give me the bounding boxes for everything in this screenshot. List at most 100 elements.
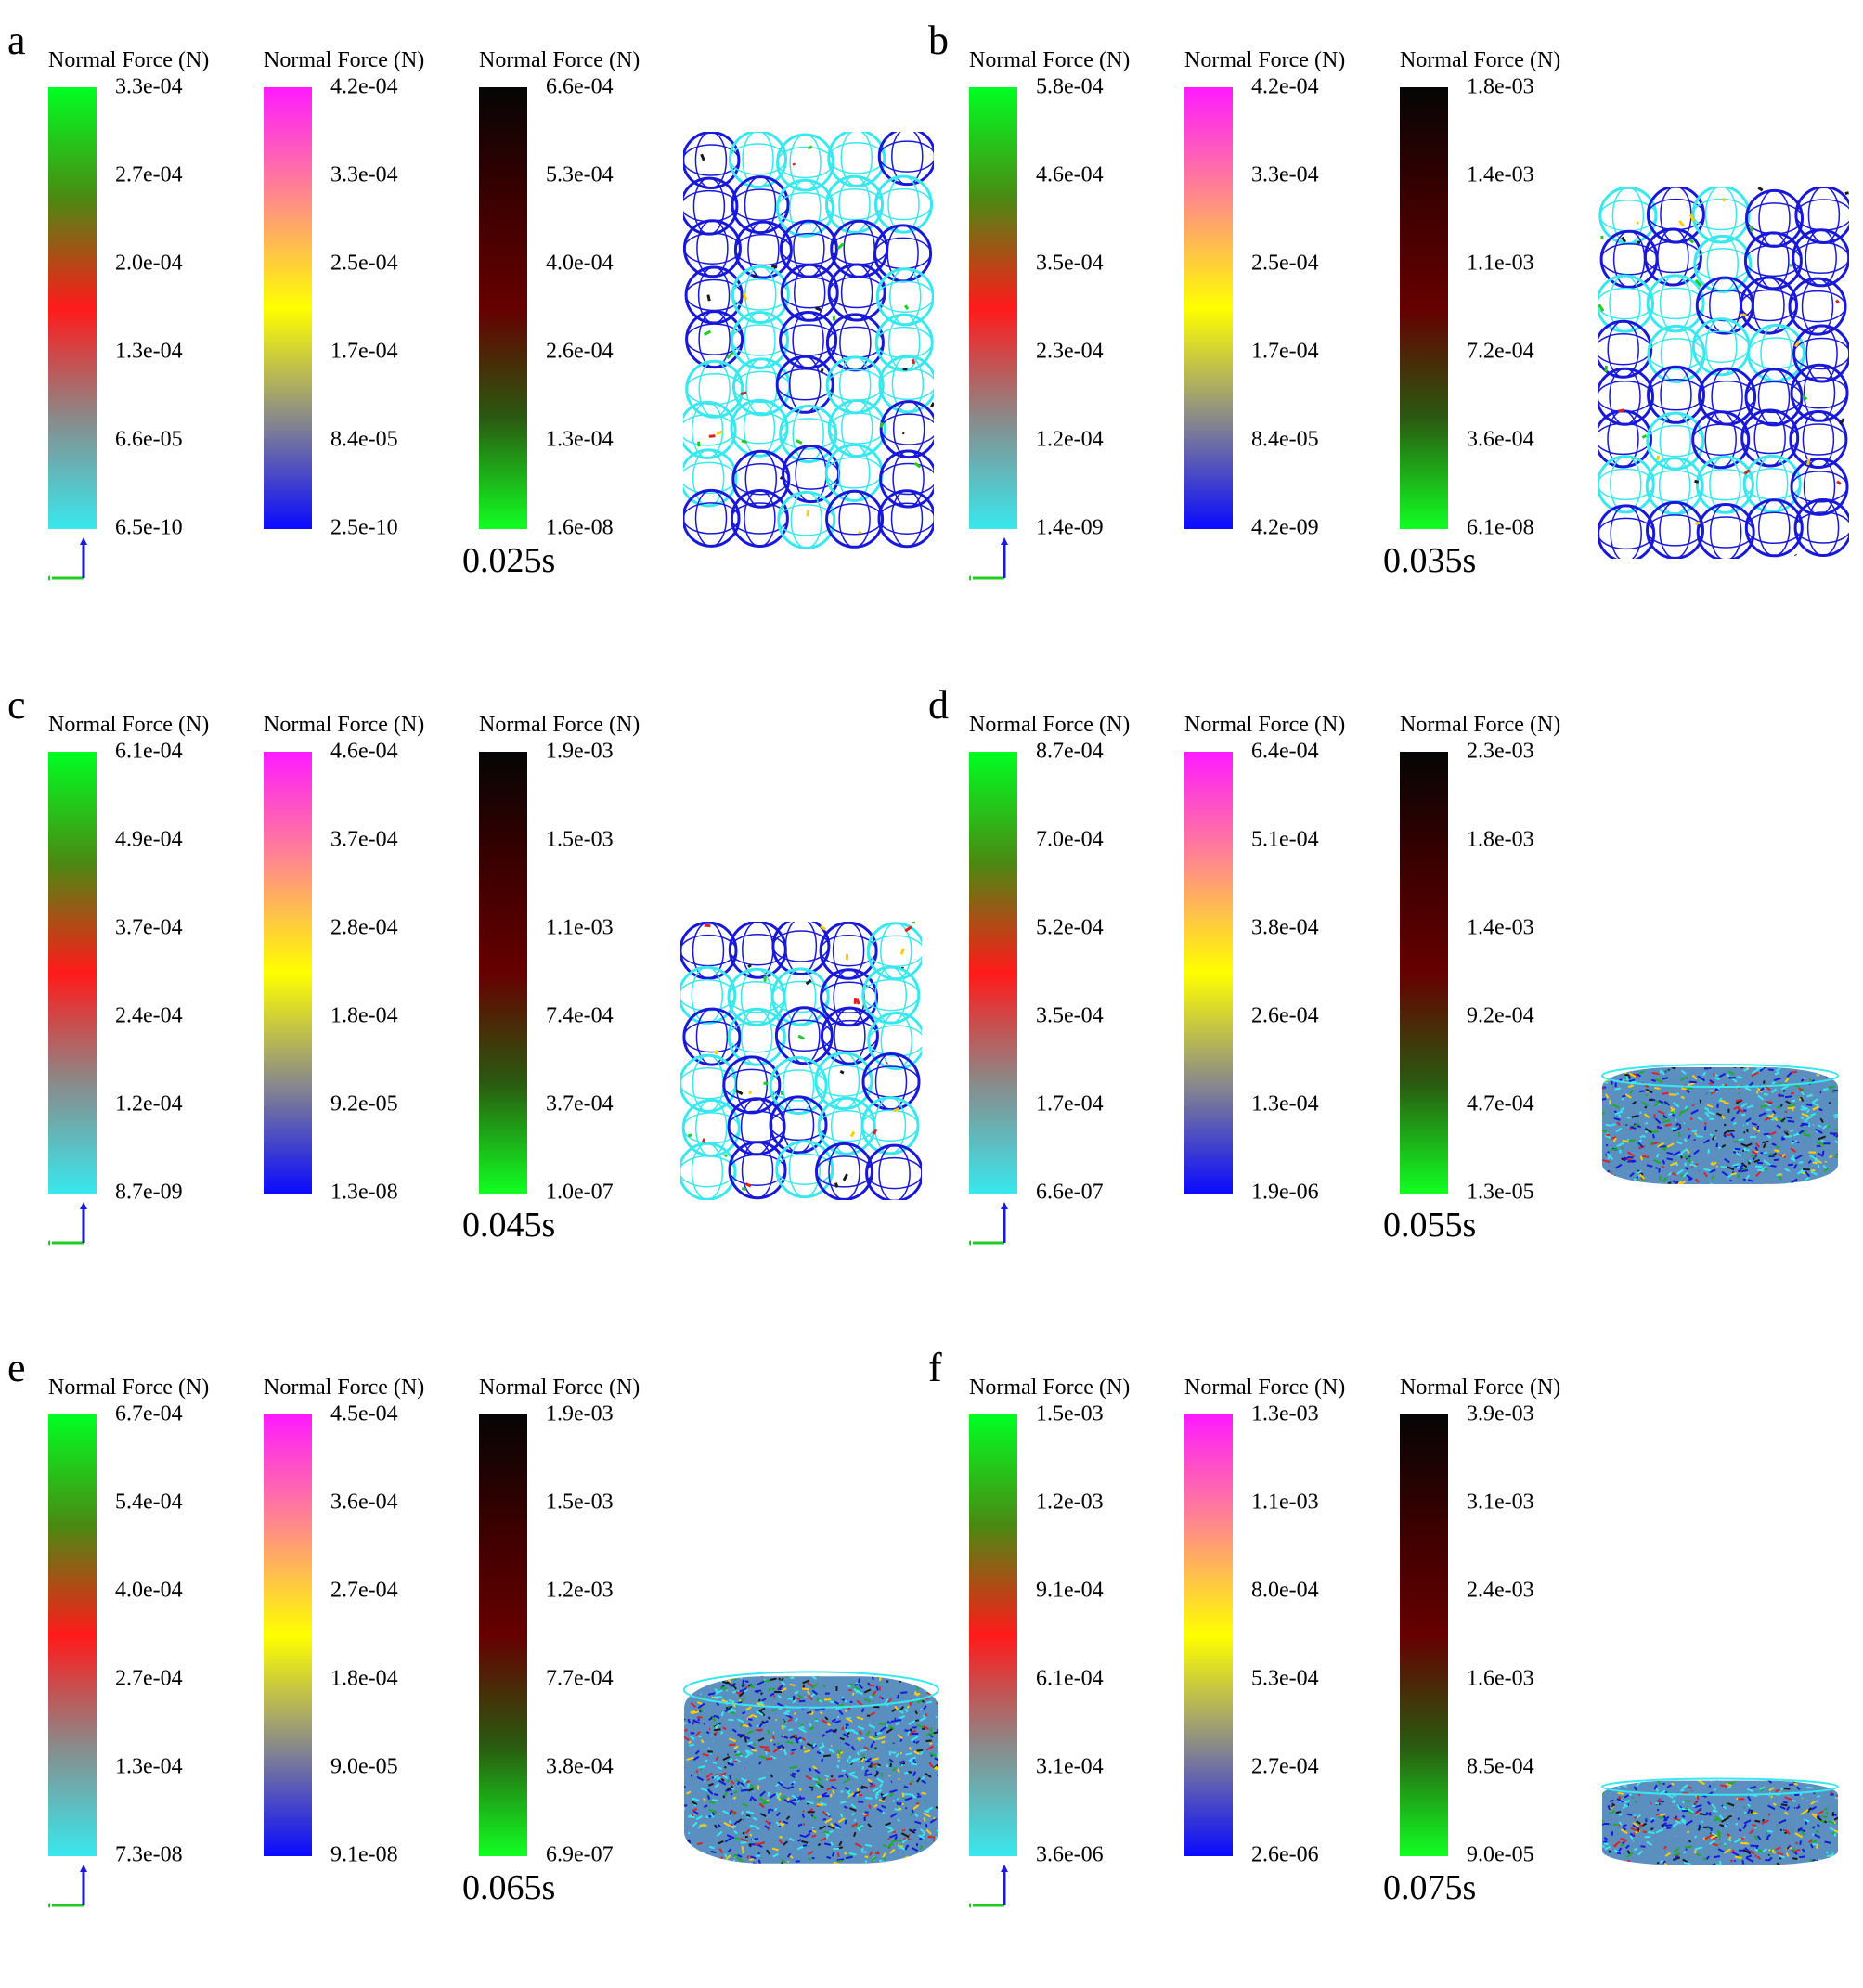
tick-label: 9.0e-05 xyxy=(1467,1843,1534,1868)
tick-label: 4.0e-04 xyxy=(546,252,614,277)
tick-label: 1.5e-03 xyxy=(546,828,614,853)
tick-label: 1.2e-03 xyxy=(1036,1491,1104,1516)
tick-label: 8.7e-09 xyxy=(115,1181,183,1206)
tick-label: 3.6e-04 xyxy=(330,1491,398,1516)
particle-sample xyxy=(680,1659,942,1881)
legend-title: Normal Force (N) xyxy=(1184,48,1345,73)
legend-title: Normal Force (N) xyxy=(479,48,640,73)
tick-label: 2.6e-04 xyxy=(546,340,614,365)
axis-triad-icon xyxy=(48,1863,95,1909)
tick-label: 3.3e-04 xyxy=(330,163,398,188)
tick-label: 1.9e-06 xyxy=(1251,1181,1319,1206)
color-scale-bar xyxy=(1400,87,1448,529)
tick-label: 1.8e-04 xyxy=(330,1667,398,1692)
tick-label: 7.2e-04 xyxy=(1467,340,1534,365)
time-label: 0.045s xyxy=(462,1205,555,1246)
tick-label: 1.3e-08 xyxy=(330,1181,398,1206)
panel-letter: b xyxy=(928,20,949,61)
tick-label: 3.1e-04 xyxy=(1036,1755,1104,1780)
legend-title: Normal Force (N) xyxy=(264,48,424,73)
color-scale-bar xyxy=(479,1414,527,1856)
time-label: 0.065s xyxy=(462,1867,555,1908)
color-scale-bar xyxy=(1184,87,1233,529)
tick-label: 6.1e-08 xyxy=(1467,516,1534,541)
tick-label: 4.2e-04 xyxy=(1251,75,1319,100)
legend-title: Normal Force (N) xyxy=(264,1375,424,1401)
time-label: 0.025s xyxy=(462,540,555,581)
color-scale-bar xyxy=(1400,1414,1448,1856)
tick-label: 7.4e-04 xyxy=(546,1004,614,1029)
axis-triad-icon xyxy=(48,1200,95,1246)
tick-label: 7.0e-04 xyxy=(1036,828,1104,853)
color-scale-bar xyxy=(479,752,527,1194)
tick-label: 9.1e-04 xyxy=(1036,1579,1104,1604)
panel-letter: c xyxy=(7,685,26,726)
axis-triad-icon xyxy=(969,1200,1016,1246)
tick-label: 2.3e-03 xyxy=(1467,740,1534,765)
legend-title: Normal Force (N) xyxy=(1184,1375,1345,1401)
tick-label: 6.9e-07 xyxy=(546,1843,614,1868)
legend-title: Normal Force (N) xyxy=(969,1375,1130,1401)
color-scale-bar xyxy=(264,752,312,1194)
tick-label: 4.5e-04 xyxy=(330,1402,398,1427)
tick-label: 1.3e-04 xyxy=(1251,1092,1319,1117)
panel-letter: a xyxy=(7,20,26,61)
tick-label: 1.5e-03 xyxy=(546,1491,614,1516)
tick-label: 2.7e-04 xyxy=(330,1579,398,1604)
tick-label: 3.8e-04 xyxy=(546,1755,614,1780)
tick-label: 9.2e-04 xyxy=(1467,1004,1534,1029)
legend-title: Normal Force (N) xyxy=(969,48,1130,73)
tick-label: 2.8e-04 xyxy=(330,916,398,941)
tick-label: 3.6e-04 xyxy=(1467,428,1534,453)
tick-label: 6.6e-07 xyxy=(1036,1181,1104,1206)
tick-label: 2.7e-04 xyxy=(115,163,183,188)
tick-label: 2.6e-04 xyxy=(1251,1004,1319,1029)
tick-label: 4.9e-04 xyxy=(115,828,183,853)
tick-label: 1.7e-04 xyxy=(1251,340,1319,365)
tick-label: 5.8e-04 xyxy=(1036,75,1104,100)
tick-label: 3.3e-04 xyxy=(115,75,183,100)
tick-label: 8.7e-04 xyxy=(1036,740,1104,765)
tick-label: 1.8e-04 xyxy=(330,1004,398,1029)
tick-label: 1.8e-03 xyxy=(1467,75,1534,100)
color-scale-bar xyxy=(969,87,1017,529)
time-label: 0.075s xyxy=(1383,1867,1476,1908)
tick-label: 3.7e-04 xyxy=(546,1092,614,1117)
tick-label: 2.5e-04 xyxy=(330,252,398,277)
color-scale-bar xyxy=(969,1414,1017,1856)
time-label: 0.035s xyxy=(1383,540,1476,581)
particle-sample xyxy=(1598,187,1849,559)
tick-label: 4.7e-04 xyxy=(1467,1092,1534,1117)
tick-label: 1.3e-03 xyxy=(1251,1402,1319,1427)
color-scale-bar xyxy=(969,752,1017,1194)
tick-label: 2.4e-03 xyxy=(1467,1579,1534,1604)
color-scale-bar xyxy=(1184,752,1233,1194)
tick-label: 3.5e-04 xyxy=(1036,252,1104,277)
tick-label: 3.1e-03 xyxy=(1467,1491,1534,1516)
tick-label: 1.2e-04 xyxy=(1036,428,1104,453)
tick-label: 4.0e-04 xyxy=(115,1579,183,1604)
particle-sample xyxy=(683,132,934,549)
particle-sample xyxy=(680,922,922,1200)
tick-label: 1.4e-09 xyxy=(1036,516,1104,541)
tick-label: 4.6e-04 xyxy=(330,740,398,765)
tick-label: 1.9e-03 xyxy=(546,740,614,765)
tick-label: 1.3e-05 xyxy=(1467,1181,1534,1206)
tick-label: 1.7e-04 xyxy=(1036,1092,1104,1117)
tick-label: 1.6e-08 xyxy=(546,516,614,541)
legend-title: Normal Force (N) xyxy=(48,48,209,73)
tick-label: 6.5e-10 xyxy=(115,516,183,541)
tick-label: 1.3e-04 xyxy=(115,1755,183,1780)
tick-label: 1.3e-04 xyxy=(546,428,614,453)
tick-label: 5.3e-04 xyxy=(546,163,614,188)
legend-title: Normal Force (N) xyxy=(479,1375,640,1401)
